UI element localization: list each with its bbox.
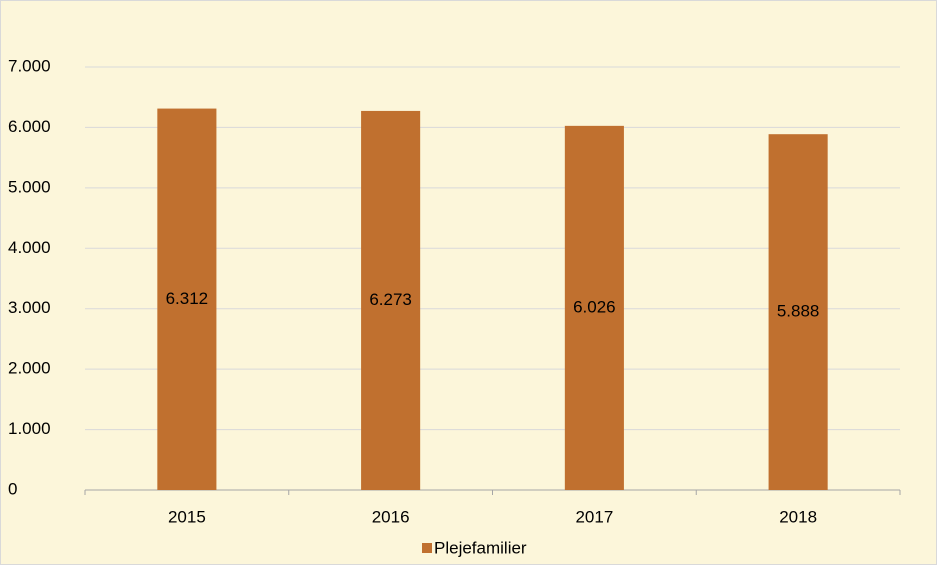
x-tick-label: 2018 xyxy=(779,507,817,526)
legend-label: Plejefamilier xyxy=(434,538,527,557)
y-tick-label: 5.000 xyxy=(8,177,51,196)
x-tick-label: 2017 xyxy=(575,507,613,526)
data-label: 6.273 xyxy=(369,290,412,309)
data-label: 6.026 xyxy=(573,297,616,316)
y-tick-label: 3.000 xyxy=(8,298,51,317)
y-tick-label: 2.000 xyxy=(8,359,51,378)
bar xyxy=(157,108,217,490)
y-tick-label: 7.000 xyxy=(8,56,51,75)
y-tick-label: 6.000 xyxy=(8,117,51,136)
bar xyxy=(564,125,624,491)
y-tick-label: 1.000 xyxy=(8,419,51,438)
y-tick-label: 0 xyxy=(8,479,17,498)
y-tick-label: 4.000 xyxy=(8,238,51,257)
legend-swatch xyxy=(422,543,432,553)
x-tick-label: 2015 xyxy=(168,507,206,526)
data-label: 6.312 xyxy=(166,289,209,308)
x-tick-label: 2016 xyxy=(372,507,410,526)
data-label: 5.888 xyxy=(777,302,820,321)
bar xyxy=(768,134,828,490)
bar xyxy=(361,110,421,490)
